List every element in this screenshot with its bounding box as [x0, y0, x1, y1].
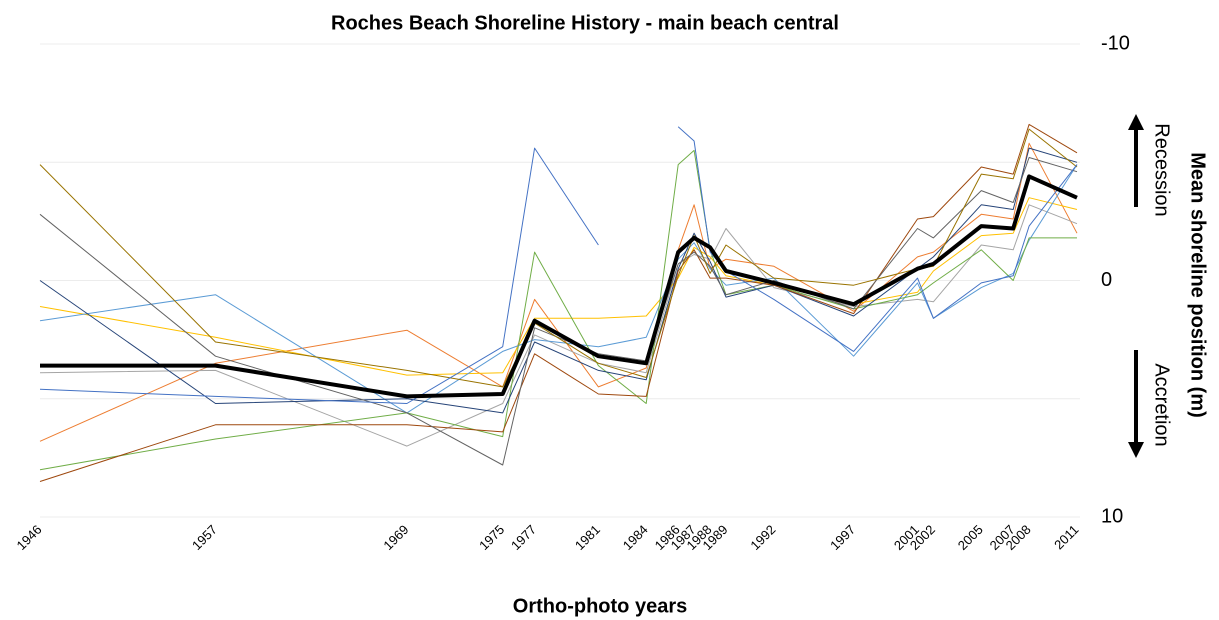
y-tick-label: -10 [1101, 32, 1130, 54]
series-line [39, 149, 1077, 471]
x-tick-label: 1981 [572, 522, 603, 553]
annotation: Recession [1151, 123, 1173, 216]
x-tick-label: 2011 [1051, 522, 1081, 552]
y-tick-label: 10 [1101, 505, 1123, 527]
x-axis-label: Ortho-photo years [513, 595, 687, 617]
series-line [39, 147, 1078, 414]
x-tick-label: 1946 [13, 522, 44, 553]
series-line [39, 126, 1078, 404]
series-line [39, 128, 1078, 388]
series-line [40, 174, 1078, 399]
y-axis-label: Mean shoreline position (m) [1187, 152, 1209, 418]
x-tick-label: 1997 [827, 522, 858, 553]
chart-title: Roches Beach Shoreline History - main be… [331, 12, 839, 34]
x-tick-label: 1969 [380, 522, 411, 553]
y-tick-label: 0 [1101, 269, 1112, 291]
series-line [39, 204, 1078, 447]
series-line [39, 157, 1078, 466]
x-tick-label: 1975 [476, 522, 507, 553]
series-line [39, 197, 1078, 376]
x-tick-label: 1977 [508, 522, 539, 553]
x-tick-label: 1984 [620, 522, 651, 553]
series-line [39, 164, 1078, 414]
annotation: Accretion [1151, 363, 1173, 446]
x-tick-label: 1957 [189, 522, 220, 553]
x-tick-label: 1992 [747, 522, 778, 553]
x-tick-label: 2005 [955, 522, 986, 553]
series-line [39, 123, 1078, 482]
